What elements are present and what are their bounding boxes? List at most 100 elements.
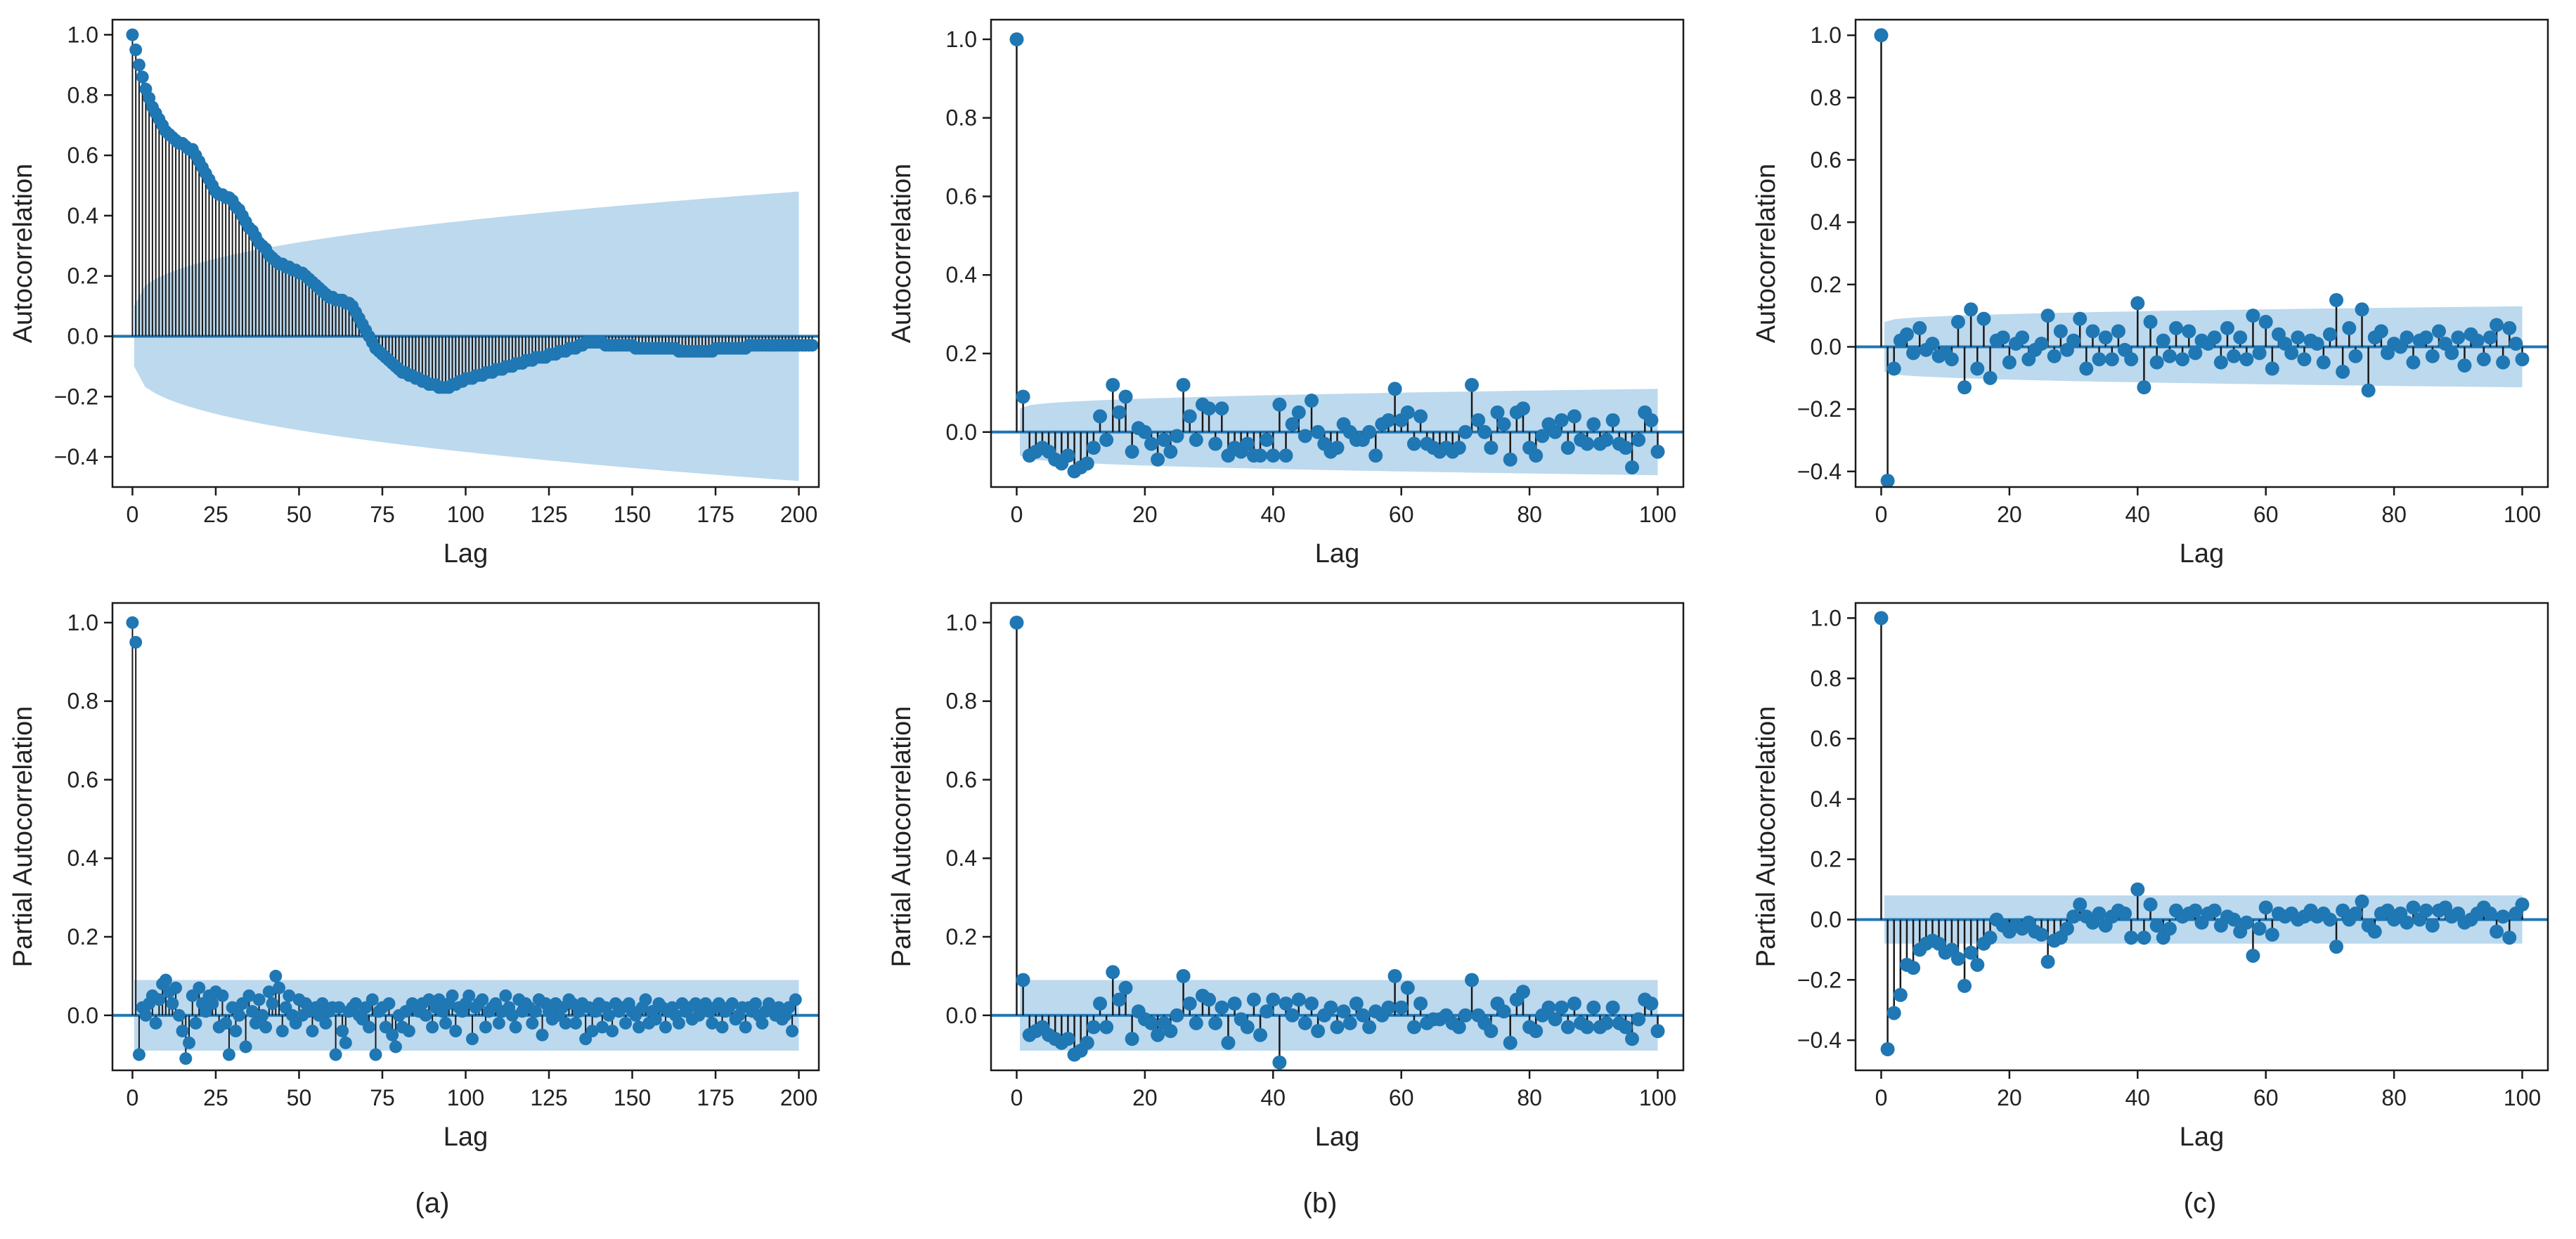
y-tick-label: 0.4 <box>1811 786 1842 812</box>
marker-lag-57 <box>2239 915 2254 930</box>
x-tick-label: 125 <box>530 1085 567 1110</box>
marker-lag-95 <box>2483 906 2497 921</box>
marker-lag-84 <box>1548 424 1562 439</box>
marker-lag-101 <box>462 989 476 1002</box>
marker-lag-61 <box>2265 927 2279 942</box>
marker-lag-40 <box>1266 448 1281 463</box>
marker-lag-52 <box>2207 903 2222 918</box>
x-tick-label: 20 <box>1997 1085 2022 1110</box>
y-tick-label: 0.6 <box>946 767 977 792</box>
marker-lag-55 <box>1362 424 1377 439</box>
y-tick-label: 0.8 <box>1811 666 1842 691</box>
marker-lag-20 <box>193 981 206 994</box>
marker-lag-38 <box>1253 1027 1268 1042</box>
marker-lag-75 <box>1490 405 1505 420</box>
chart-c-pacf: 0 20 40 60 80 100 1.0 0.8 0.6 0.4 0.2 0.0 −0.2 −0.4 La… <box>1752 602 2549 1152</box>
x-tick-label: 60 <box>2253 502 2279 527</box>
marker-lag-10 <box>159 973 172 987</box>
x-tick-label: 0 <box>1011 502 1023 527</box>
marker-lag-15 <box>1106 965 1120 980</box>
marker-lag-12 <box>1086 441 1101 455</box>
marker-lag-70 <box>2322 912 2337 927</box>
marker-lag-25 <box>1170 1008 1184 1023</box>
marker-lag-18 <box>1125 1032 1139 1046</box>
marker-lag-41 <box>1272 1055 1287 1070</box>
marker-lag-87 <box>1567 997 1581 1011</box>
marker-lag-141 <box>595 1020 609 1034</box>
marker-lag-40 <box>259 1020 273 1034</box>
marker-lag-43 <box>2149 355 2164 370</box>
marker-lag-72 <box>365 993 379 1006</box>
marker-lag-22 <box>2015 330 2030 345</box>
marker-lag-17 <box>183 1036 196 1049</box>
marker-lag-8 <box>1061 1032 1075 1046</box>
marker-lag-105 <box>476 993 489 1006</box>
marker-lag-93 <box>2470 333 2485 348</box>
x-tick-label: 60 <box>1389 502 1414 527</box>
y-axis-label: Autocorrelation <box>887 164 917 344</box>
x-tick-label: 100 <box>1639 1085 1676 1110</box>
marker-lag-87 <box>1567 409 1581 424</box>
marker-lag-26 <box>1176 377 1191 392</box>
marker-lag-75 <box>2355 302 2369 317</box>
marker-lag-36 <box>1240 436 1255 451</box>
marker-lag-199 <box>789 993 802 1006</box>
marker-lag-11 <box>1944 352 1959 367</box>
marker-lag-21 <box>1144 1016 1159 1030</box>
marker-lag-49 <box>2188 346 2203 361</box>
marker-lag-82 <box>2400 915 2414 930</box>
chart-a-acf: 0 25 50 75 100 125 150 175 200 1.0 0.8 0.6 0.4 0.2 0.0… <box>8 18 820 569</box>
marker-lag-92 <box>1599 1016 1614 1030</box>
marker-lag-65 <box>2291 330 2305 345</box>
x-tick-label: 40 <box>1260 1085 1286 1110</box>
x-tick-label: 40 <box>2125 1085 2150 1110</box>
marker-lag-85 <box>2419 903 2433 918</box>
marker-lag-0 <box>126 616 139 629</box>
axes-frame <box>1854 602 2549 1072</box>
y-tick-label: 0.0 <box>946 1003 977 1028</box>
x-axis-label: Lag <box>2180 539 2224 569</box>
marker-lag-37 <box>1246 992 1261 1007</box>
y-tick-label: 0.4 <box>946 262 977 287</box>
y-tick-label: 0.6 <box>67 767 98 792</box>
x-tick-label: 125 <box>530 502 567 527</box>
marker-lag-48 <box>2182 324 2196 339</box>
marker-lag-51 <box>1336 1004 1351 1019</box>
x-tick-label: 100 <box>447 502 484 527</box>
marker-lag-30 <box>2066 333 2081 348</box>
marker-lag-69 <box>1451 1020 1466 1034</box>
x-tick-label: 50 <box>287 1085 312 1110</box>
marker-lag-58 <box>2246 948 2260 963</box>
marker-lag-53 <box>2213 355 2228 370</box>
x-tick-label: 100 <box>2504 502 2541 527</box>
y-tick-label: 0.0 <box>1811 335 1842 360</box>
marker-lag-27 <box>1182 997 1197 1011</box>
marker-lag-58 <box>1381 1000 1396 1015</box>
panel-label-a: (a) <box>415 1188 450 1219</box>
marker-lag-71 <box>1465 377 1480 392</box>
marker-lag-83 <box>402 1025 415 1038</box>
x-tick-label: 50 <box>287 502 312 527</box>
marker-lag-23 <box>1157 432 1172 447</box>
axes-frame <box>990 602 1685 1072</box>
marker-lag-95 <box>1618 1020 1633 1034</box>
marker-lag-63 <box>1413 997 1428 1011</box>
marker-lag-112 <box>499 989 512 1002</box>
marker-lag-59 <box>2252 921 2267 936</box>
marker-lag-29 <box>222 1048 235 1061</box>
marker-lag-4 <box>1899 327 1914 342</box>
marker-lag-85 <box>2419 330 2433 345</box>
marker-lag-64 <box>339 1036 352 1049</box>
marker-lag-93 <box>1605 1000 1620 1015</box>
marker-lag-61 <box>1400 405 1415 420</box>
y-tick-label: 0.0 <box>67 323 98 349</box>
marker-lag-44 <box>2156 333 2170 348</box>
marker-lag-115 <box>509 1020 522 1034</box>
marker-lag-16 <box>1112 405 1127 420</box>
marker-lag-74 <box>1484 441 1499 455</box>
marker-lag-74 <box>2348 349 2363 363</box>
marker-lag-90 <box>426 1020 439 1034</box>
marker-lag-24 <box>1163 444 1178 459</box>
marker-lag-22 <box>1151 1027 1165 1042</box>
marker-lag-71 <box>2329 293 2344 307</box>
